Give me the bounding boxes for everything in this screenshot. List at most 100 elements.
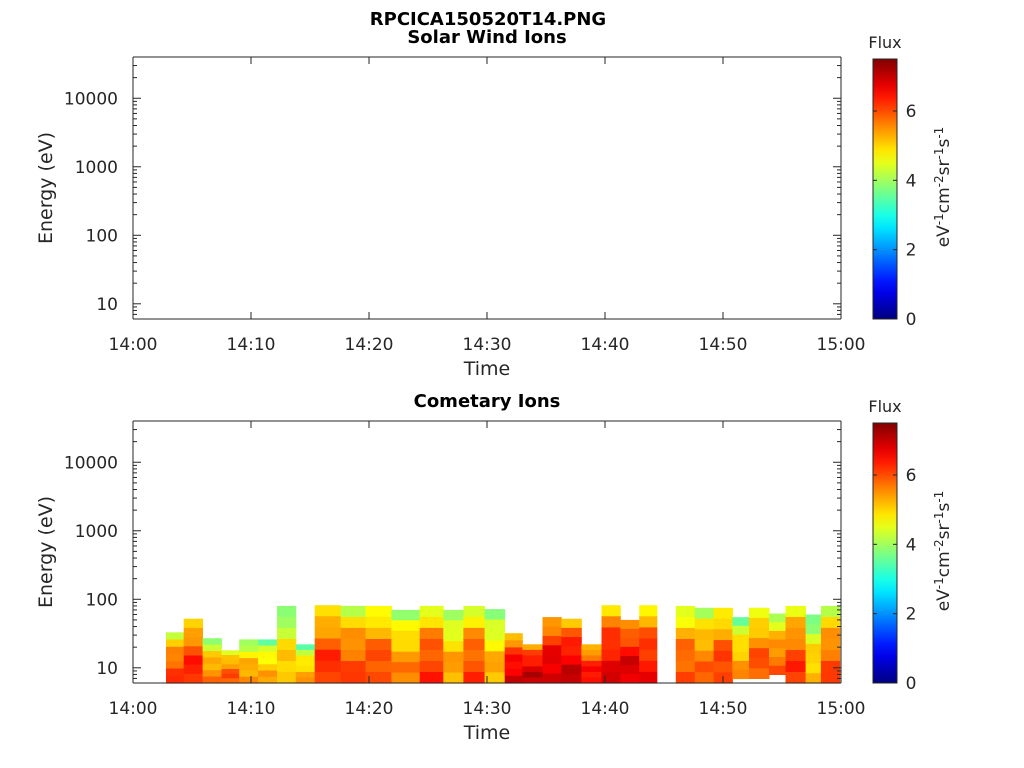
y-tick-label: 10: [96, 295, 118, 315]
data-cell: [295, 649, 316, 656]
data-cell: [732, 669, 750, 680]
data-cell: [166, 654, 185, 662]
data-cell: [561, 664, 582, 675]
data-cell: [504, 675, 523, 684]
data-cell: [601, 638, 621, 651]
data-cell: [713, 661, 733, 673]
data-cell: [639, 660, 658, 673]
data-cell: [463, 672, 485, 684]
data-cell: [443, 672, 464, 684]
data-cell: [561, 637, 582, 647]
data-cell: [713, 618, 733, 630]
data-cell: [221, 669, 240, 675]
colorbar-label-unit: eV: [934, 225, 954, 247]
data-cell: [443, 662, 464, 674]
data-cell: [314, 616, 342, 628]
data-cell: [183, 646, 203, 657]
data-cell: [601, 660, 621, 673]
data-cell: [769, 665, 786, 675]
data-cell: [639, 671, 658, 684]
spectrogram: [166, 605, 841, 684]
data-cell: [749, 638, 770, 649]
data-cell: [522, 644, 543, 651]
data-cell: [561, 655, 582, 666]
colorbar-tick-label: 2: [906, 241, 917, 261]
data-cell: [785, 627, 806, 640]
data-cell: [258, 645, 278, 653]
data-cell: [732, 643, 750, 653]
data-cell: [620, 646, 640, 657]
data-cell: [340, 639, 366, 651]
panel-cometary-ions: Cometary Ions 14:00 14:10 14:20 14:30 14:40 14…: [35, 391, 954, 744]
data-cell: [504, 640, 523, 648]
data-cell: [601, 627, 621, 640]
data-cell: [749, 648, 770, 659]
data-cell: [391, 641, 421, 653]
data-cell: [202, 670, 222, 678]
colorbar-tick-label: 6: [906, 102, 917, 122]
data-cell: [581, 655, 602, 662]
data-cell: [581, 644, 602, 651]
colorbar-label-unit: cm: [934, 551, 954, 577]
data-cell: [277, 672, 297, 684]
data-cell: [732, 652, 750, 662]
data-cell: [675, 672, 696, 684]
data-cell: [183, 618, 203, 629]
data-cell: [239, 658, 259, 665]
data-cell: [484, 672, 506, 684]
x-tick-label: 14:10: [227, 335, 276, 355]
data-cell: [314, 660, 342, 673]
data-cell: [391, 630, 421, 642]
data-cell: [542, 617, 562, 628]
y-tick-label: 10000: [64, 453, 118, 473]
data-cell: [221, 659, 240, 665]
data-cell: [419, 672, 444, 684]
data-cell: [295, 677, 316, 684]
data-cell: [340, 616, 366, 629]
colorbar-label-exponent: -1: [932, 127, 946, 139]
data-cell: [675, 650, 696, 662]
x-tick-label: 14:40: [581, 699, 630, 719]
data-cell: [391, 620, 421, 632]
colorbar-label-exponent: -1: [932, 512, 946, 524]
data-cell: [675, 616, 696, 629]
data-cell: [620, 656, 640, 666]
data-cell: [522, 655, 543, 662]
data-cell: [694, 661, 714, 673]
panel-title: Cometary Ions: [414, 391, 561, 412]
data-cell: [183, 637, 203, 647]
data-cell: [202, 676, 222, 684]
data-cell: [239, 645, 259, 653]
data-cell: [314, 649, 342, 662]
data-cell: [365, 605, 392, 618]
data-cell: [581, 649, 602, 656]
data-cell: [295, 660, 316, 667]
x-tick-label: 15:00: [817, 335, 866, 355]
data-cell: [365, 616, 392, 629]
colorbar-label-unit: eV: [934, 589, 954, 611]
data-cell: [620, 665, 640, 675]
data-cell: [785, 650, 806, 662]
data-cell: [504, 661, 523, 670]
colorbar-gradient: [872, 58, 898, 320]
data-cell: [769, 648, 786, 658]
data-cell: [749, 607, 770, 619]
data-cell: [166, 668, 185, 677]
data-cell: [419, 650, 444, 662]
data-cell: [166, 639, 185, 648]
data-cell: [419, 616, 444, 629]
data-cell: [820, 627, 841, 640]
data-cell: [542, 645, 562, 656]
x-tick-label: 14:10: [227, 699, 276, 719]
colorbar-title: Flux: [868, 397, 901, 416]
data-cell: [183, 627, 203, 638]
data-cell: [365, 672, 392, 684]
data-cell: [561, 627, 582, 638]
data-cell: [785, 639, 806, 651]
colorbar-label-unit: s: [934, 503, 954, 512]
y-tick-label: 10: [96, 659, 118, 679]
data-cell: [166, 646, 185, 655]
data-cell: [277, 639, 297, 651]
y-tick-label: 100: [86, 226, 118, 246]
